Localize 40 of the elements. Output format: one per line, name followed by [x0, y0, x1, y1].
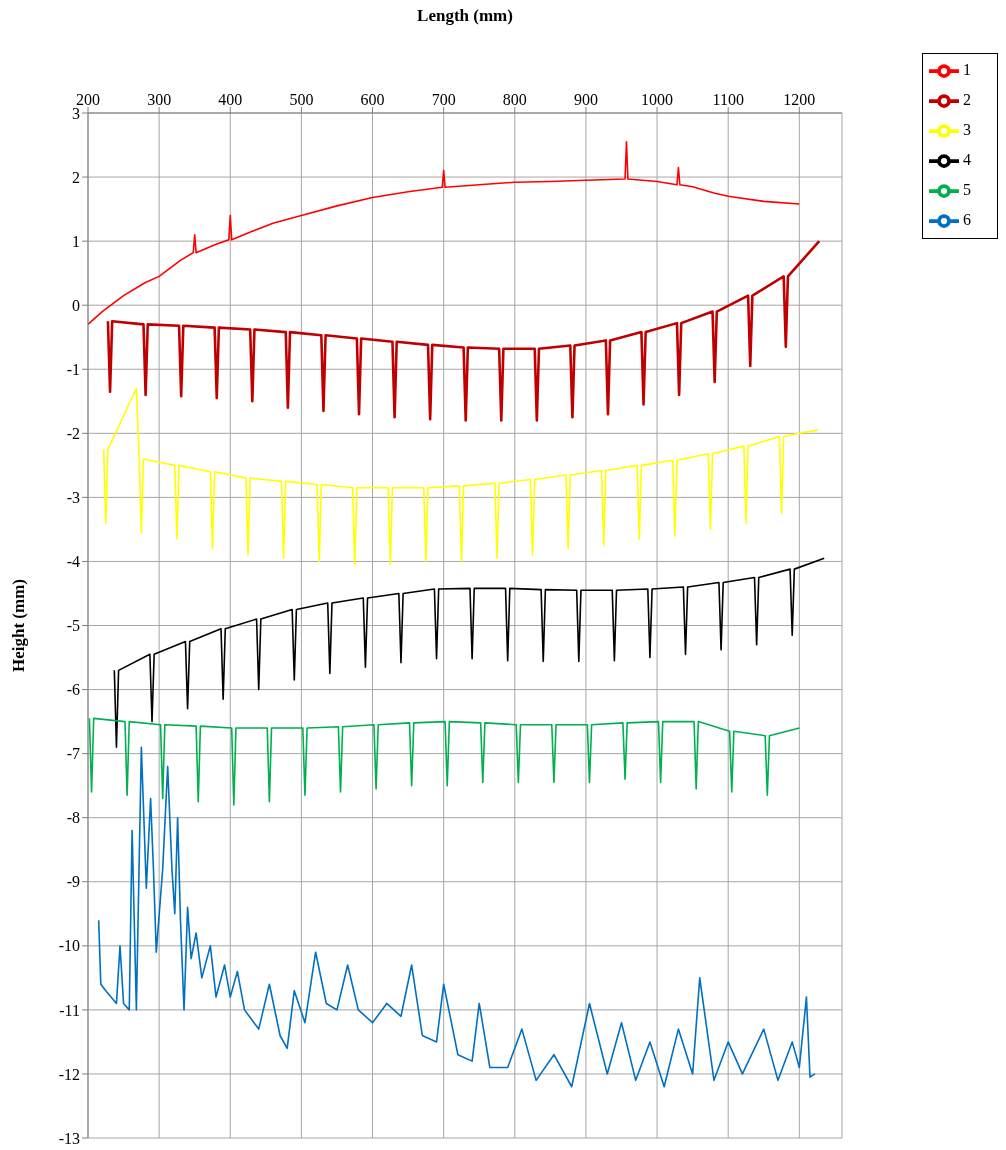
- legend-label: 3: [963, 120, 971, 138]
- y-tick-label: -11: [59, 1001, 80, 1019]
- y-tick-label: -4: [66, 553, 80, 571]
- x-tick-label: 600: [360, 91, 385, 108]
- y-tick-label: 1: [72, 232, 80, 250]
- y-tick-label: -12: [58, 1065, 80, 1083]
- line-series: [88, 141, 801, 326]
- y-tick-label: -5: [66, 617, 80, 635]
- x-tick-label: 400: [218, 91, 243, 108]
- x-axis-title: Length (mm): [417, 6, 513, 25]
- x-tick-label: 500: [289, 91, 314, 108]
- x-tick-label: 300: [147, 91, 172, 108]
- legend-label: 1: [963, 60, 971, 78]
- y-tick-label: -13: [58, 1129, 80, 1147]
- x-tick-label: 800: [502, 91, 527, 108]
- line-series: [88, 717, 801, 806]
- y-tick-label: -1: [66, 360, 80, 378]
- y-axis-title: Height (mm): [9, 578, 29, 673]
- y-tick-label: 2: [72, 168, 80, 186]
- x-tick-label: 1200: [783, 91, 816, 108]
- legend-label: 2: [963, 90, 971, 108]
- y-tick-label: -9: [66, 873, 80, 891]
- line-series: [113, 557, 826, 749]
- x-tick-label: 700: [431, 91, 456, 108]
- y-tick-label: -3: [66, 489, 80, 507]
- legend-label: 6: [963, 210, 971, 228]
- y-tick-label: -2: [66, 424, 80, 442]
- legend-label: 4: [963, 150, 971, 168]
- y-tick-label: 0: [72, 296, 80, 314]
- y-tick-label: -6: [66, 681, 80, 699]
- line-series: [97, 746, 816, 1088]
- x-tick-label: 1000: [641, 91, 674, 108]
- line-series: [106, 239, 821, 422]
- y-tick-label: -10: [58, 937, 80, 955]
- x-tick-label: 1100: [712, 91, 744, 108]
- y-tick-label: -7: [66, 745, 80, 763]
- y-tick-label: -8: [66, 809, 80, 827]
- legend-label: 5: [963, 180, 971, 198]
- x-tick-label: 900: [573, 91, 598, 108]
- line-series: [102, 387, 819, 566]
